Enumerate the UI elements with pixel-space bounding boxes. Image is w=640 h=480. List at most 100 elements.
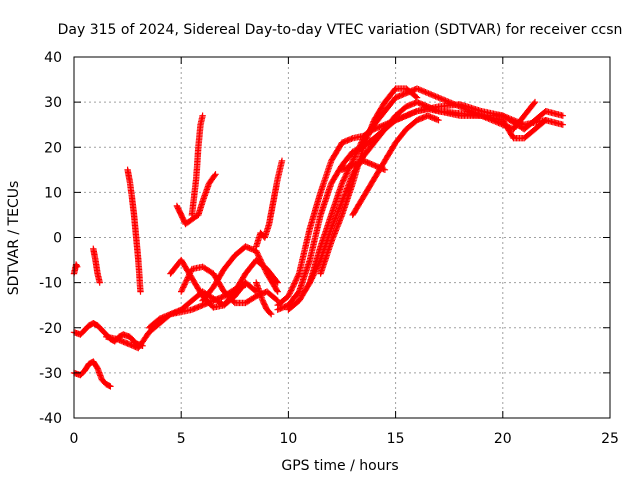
series-arc-3 [70, 358, 114, 390]
series-arc-17 [285, 85, 539, 313]
data-point [306, 279, 313, 286]
data-point [289, 283, 297, 290]
data-point [542, 117, 549, 124]
data-point [351, 153, 358, 160]
data-point [274, 288, 281, 295]
data-point [435, 117, 442, 124]
x-tick-label: 25 [601, 431, 619, 447]
data-point [286, 290, 293, 297]
data-point [314, 263, 321, 271]
data-point [96, 370, 103, 378]
data-point [107, 383, 114, 390]
data-point [466, 107, 474, 114]
data-point [261, 266, 269, 273]
series-arc-18 [306, 98, 549, 286]
x-tick-label: 20 [494, 431, 512, 447]
data-point [354, 146, 362, 153]
data-point [341, 174, 348, 181]
data-point [541, 118, 548, 125]
data-point [186, 270, 194, 277]
data-point [253, 249, 261, 256]
data-point [381, 166, 389, 173]
data-point [180, 282, 188, 290]
data-point [259, 261, 267, 269]
data-point [530, 100, 538, 107]
data-point [179, 285, 186, 292]
axis-ticks: 0 5 10 15 20 25 -40 -30 -20 -10 0 10 20 30 40 [39, 50, 619, 447]
data-point [256, 254, 263, 262]
chart-title: Day 315 of 2024, Sidereal Day-to-day VTE… [58, 22, 623, 38]
data-point [291, 280, 298, 287]
data-point [291, 278, 299, 286]
data-point [458, 104, 465, 111]
data-point [353, 149, 360, 156]
y-tick-label: 20 [44, 140, 62, 156]
data-point [184, 274, 192, 281]
data-point [340, 177, 347, 184]
data-point [531, 98, 539, 106]
data-point [313, 265, 320, 272]
data-point [267, 309, 274, 317]
series-arc-5 [124, 166, 144, 295]
data-point [343, 170, 350, 177]
data-point [443, 98, 451, 105]
data-point [254, 250, 261, 258]
data-point [137, 288, 144, 295]
y-axis-label: SDTVAR / TECUs [6, 181, 22, 296]
x-tick-label: 10 [279, 431, 297, 447]
data-point [212, 171, 219, 178]
y-tick-label: 30 [44, 95, 62, 111]
data-point [187, 268, 194, 276]
data-point [285, 293, 292, 300]
x-tick-label: 5 [177, 431, 186, 447]
series-arc-12 [199, 243, 281, 304]
x-axis-label: GPS time / hours [281, 458, 398, 474]
data-point [413, 94, 421, 101]
data-point [180, 284, 187, 291]
data-point [257, 257, 265, 265]
data-point [294, 289, 302, 297]
data-point [211, 172, 218, 179]
data-point [199, 112, 206, 119]
data-point [307, 278, 314, 285]
data-point [273, 296, 280, 303]
data-point [287, 287, 295, 294]
data-point [262, 267, 269, 274]
y-tick-label: -20 [39, 321, 62, 337]
data-point [184, 275, 191, 283]
data-point [274, 279, 281, 286]
data-point [74, 263, 81, 270]
data-point [311, 269, 318, 276]
data-point [422, 89, 429, 96]
data-point [96, 279, 103, 286]
data-point [258, 259, 265, 266]
y-tick-label: -10 [39, 276, 62, 292]
data-point [559, 121, 566, 128]
data-points [70, 85, 566, 390]
series-arc-13 [253, 157, 286, 250]
data-point [287, 288, 294, 296]
data-point [342, 171, 350, 179]
data-point [182, 278, 190, 285]
y-tick-label: 40 [44, 50, 62, 66]
series-arc-8 [173, 171, 219, 228]
series-arc-14 [253, 279, 275, 318]
data-point [451, 101, 458, 108]
data-point [255, 253, 263, 260]
data-point [182, 280, 189, 287]
data-point [278, 157, 286, 164]
series-arc-10 [167, 256, 281, 311]
data-point [412, 93, 419, 100]
data-point [350, 156, 357, 163]
data-point [268, 311, 275, 318]
data-point [309, 273, 316, 281]
series-arc-4 [90, 245, 103, 286]
data-point [295, 271, 302, 279]
data-point [338, 180, 346, 187]
data-point [293, 274, 301, 281]
data-point [312, 268, 319, 275]
data-point [340, 175, 348, 183]
data-point [178, 288, 185, 295]
series-arc-21 [338, 157, 389, 173]
data-point [436, 95, 444, 102]
